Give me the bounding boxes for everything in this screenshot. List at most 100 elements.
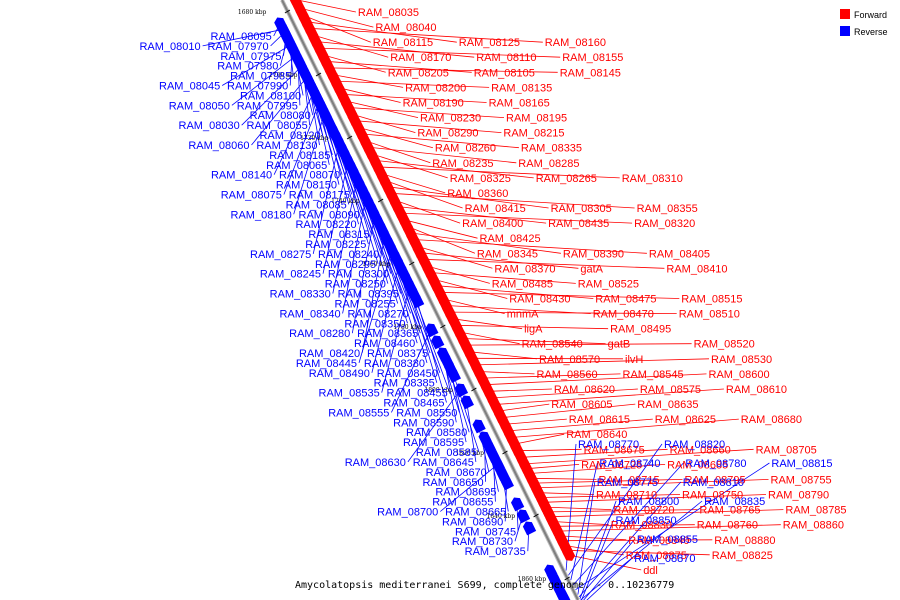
gene-label: RAM_08050 [169,100,230,112]
leader-line [416,300,447,403]
gene-label: RAM_08540 [522,339,583,351]
gene-label: RAM_08380 [364,358,425,370]
leader-line [520,448,668,458]
gene-label: RAM_08790 [768,490,829,502]
gene-label: RAM_08405 [649,248,710,260]
gene-label: RAM_08650 [422,477,483,489]
leader-line [361,235,386,354]
gene-label: RAM_08465 [383,398,444,410]
gene-label: RAM_08595 [403,437,464,449]
leader-line [241,66,302,126]
gene-arrows [274,0,576,600]
gene-label: RAM_08735 [465,546,526,558]
tick-mark [564,576,570,581]
gene-label: RAM_08265 [536,173,597,185]
gene-label: RAM_08330 [270,289,331,301]
leader-line [273,91,315,175]
leader-line [498,403,550,412]
leader-line [361,133,519,149]
leader-line [397,206,547,224]
leader-line [468,351,538,360]
leader-line [586,557,633,600]
leader-line [564,545,624,556]
leader-line [302,14,371,43]
leader-line [403,219,478,239]
gene-labels: RAM_08035 RAM_08040 RAM_08115 RAM_08125 RAM_… [139,7,846,577]
leader-line [481,373,621,379]
gene-arrow-RAM_08670 [472,419,486,434]
gene-label: RAM_08575 [640,384,701,396]
gene-label: RAM_08220 [295,219,356,231]
leader-line [533,479,683,484]
gene-label: RAM_08390 [563,248,624,260]
leader-line [335,80,490,88]
gene-label: RAM_08785 [785,505,846,517]
gene-label: RAM_08625 [655,414,716,426]
leader-line [374,159,534,179]
leader-line [491,388,638,399]
gene-label: RAM_08045 [159,81,220,93]
gene-label: RAM_08410 [666,263,727,275]
leader-line [562,539,713,542]
gene-label: RAM_08255 [335,299,396,311]
gene-arrow-RAM_08690 [500,476,514,491]
leader-line [475,358,710,366]
gene-label: RAM_08430 [509,294,570,306]
gene-arrow-RAM_08730 [516,509,531,524]
gene-label: RAM_08235 [432,158,493,170]
gene-label: RAM_08835 [704,496,765,508]
leader-line [478,371,535,375]
gene-label: RAM_08715 [599,474,660,486]
gene-label: RAM_08055 [247,120,308,132]
leader-line [528,464,666,474]
gene-label: RAM_08145 [560,67,621,79]
leader-line [393,199,461,224]
gene-label: RAM_08750 [682,490,743,502]
gene-label: RAM_08830 [611,520,672,532]
leader-line [312,34,389,58]
gene-label: RAM_08755 [771,474,832,486]
leader-line [439,291,680,299]
gene-label: RAM_08435 [548,218,609,230]
leader-line [364,140,431,164]
leader-line [442,298,505,314]
gene-label: RAM_08115 [373,37,433,49]
gene-label: RAM_08655 [432,497,493,509]
leader-line [526,464,580,470]
gene-label: RAM_08800 [618,496,679,508]
gene-label: RAM_08450 [377,368,438,380]
leader-line [312,143,340,254]
tick-mark [471,387,477,392]
gene-label: gatA [580,263,603,275]
gene-label: RAM_08690 [442,516,503,528]
gene-label: RAM_08670 [426,467,487,479]
gene-label: RAM_08820 [664,439,725,451]
gene-label: RAM_08495 [610,324,671,336]
leader-line [494,388,724,405]
leader-line [299,7,374,28]
gene-label: RAM_08730 [452,536,513,548]
gene-label: RAM_08560 [537,369,598,381]
gene-arrow-RAM_08735 [522,521,537,536]
leader-line [538,492,595,495]
leader-line [358,249,393,364]
gene-label: RAM_08185 [269,150,330,162]
leader-line [452,318,523,330]
leader-line [570,462,598,581]
gene-arrow-RAM_08550 [431,335,445,350]
gene-label: RAM_08245 [260,269,321,281]
leader-line [517,448,582,452]
leader-line [406,225,476,254]
gene-label: RAM_07985 [230,71,291,83]
tick-label: 1820 kbp [455,450,484,457]
leader-line [581,519,614,600]
gene-label: RAM_08570 [539,354,600,366]
gene-label: RAM_08765 [699,505,760,517]
legend-swatch-forward [840,9,850,19]
leader-line [465,343,692,346]
leader-line [536,479,769,489]
leader-line [348,107,505,118]
tick-label: 1740 kbp [331,198,360,205]
